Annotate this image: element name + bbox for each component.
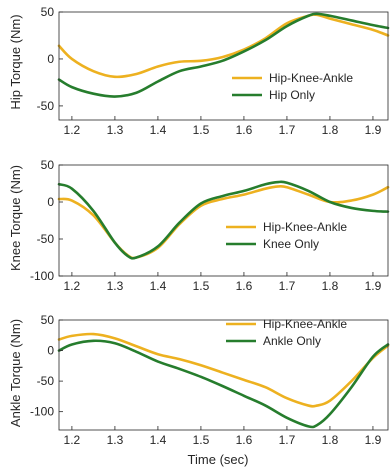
knee-x-tick-label: 1.9	[365, 279, 382, 293]
knee-x-tick-label: 1.5	[193, 279, 210, 293]
hip-x-tick-label: 1.5	[193, 123, 210, 137]
knee-y-tick-label: 50	[41, 158, 55, 172]
knee-x-tick-label: 1.4	[150, 279, 167, 293]
knee-legend-label: Knee Only	[263, 237, 319, 251]
knee-series-single-joint-line	[57, 180, 390, 260]
hip-torque-ylabel: Hip Torque (Nm)	[8, 14, 23, 109]
ankle-x-tick-label: 1.8	[322, 433, 339, 447]
ankle-x-tick-label: 1.2	[64, 433, 81, 447]
ankle-legend-label: Ankle Only	[263, 334, 321, 348]
ankle-y-tick-label: -50	[37, 374, 55, 388]
hip-x-tick-label: 1.7	[279, 123, 296, 137]
hip-x-tick-label: 1.9	[365, 123, 382, 137]
ankle-x-tick-label: 1.4	[150, 433, 167, 447]
hip-legend-label: Hip-Knee-Ankle	[269, 71, 353, 85]
knee-x-tick-label: 1.3	[107, 279, 124, 293]
ankle-x-tick-label: 1.3	[107, 433, 124, 447]
hip-legend-label: Hip Only	[269, 88, 315, 102]
ankle-series-single-joint-line	[57, 339, 390, 429]
hip-x-tick-label: 1.4	[150, 123, 167, 137]
knee-torque-ylabel: Knee Torque (Nm)	[8, 165, 23, 271]
hip-y-tick-label: -50	[37, 99, 55, 113]
hip-legend: Hip-Knee-Ankle Hip Only	[232, 71, 353, 102]
ankle-torque-panel: Ankle Torque (Nm) Time (sec) 1.2 1.3 1.4 1.…	[8, 313, 390, 467]
knee-x-tick-label: 1.7	[279, 279, 296, 293]
ankle-legend-label: Hip-Knee-Ankle	[263, 317, 347, 331]
ankle-y-tick-label: -100	[30, 405, 54, 419]
hip-torque-panel: Hip Torque (Nm) 1.2 1.3 1.4 1.5 1.6 1.7 1.8 1.9…	[8, 5, 390, 137]
ankle-x-tick-label: 1.5	[193, 433, 210, 447]
ankle-x-tick-label: 1.6	[236, 433, 253, 447]
ankle-legend: Hip-Knee-Ankle Ankle Only	[226, 317, 347, 348]
hip-y-tick-label: 50	[41, 5, 55, 19]
ankle-series-hip-knee-ankle-line	[57, 332, 390, 408]
knee-x-tick-label: 1.8	[322, 279, 339, 293]
ankle-axes-frame	[58, 319, 389, 431]
hip-x-tick-label: 1.2	[64, 123, 81, 137]
hip-series-hip-knee-ankle-line	[57, 13, 390, 79]
knee-legend: Hip-Knee-Ankle Knee Only	[226, 220, 347, 251]
knee-y-tick-label: -100	[30, 269, 54, 283]
time-xlabel: Time (sec)	[188, 452, 249, 467]
hip-x-tick-label: 1.8	[322, 123, 339, 137]
ankle-x-tick-label: 1.7	[279, 433, 296, 447]
hip-x-tick-label: 1.3	[107, 123, 124, 137]
knee-x-tick-label: 1.2	[64, 279, 81, 293]
ankle-torque-ylabel: Ankle Torque (Nm)	[8, 319, 23, 427]
knee-torque-panel: Knee Torque (Nm) 1.2 1.3 1.4 1.5 1.6 1.7 1.8 1.…	[8, 158, 390, 293]
knee-y-tick-label: -50	[37, 232, 55, 246]
knee-legend-label: Hip-Knee-Ankle	[263, 220, 347, 234]
ankle-y-tick-label: 0	[47, 344, 54, 358]
hip-axes-frame	[58, 11, 389, 121]
knee-x-tick-label: 1.6	[236, 279, 253, 293]
hip-y-tick-label: 0	[47, 52, 54, 66]
hip-series-single-joint-line	[57, 12, 390, 98]
hip-x-tick-label: 1.6	[236, 123, 253, 137]
knee-y-tick-label: 0	[47, 195, 54, 209]
knee-axes-frame	[58, 164, 389, 277]
ankle-x-tick-label: 1.9	[365, 433, 382, 447]
ankle-y-tick-label: 50	[41, 313, 55, 327]
